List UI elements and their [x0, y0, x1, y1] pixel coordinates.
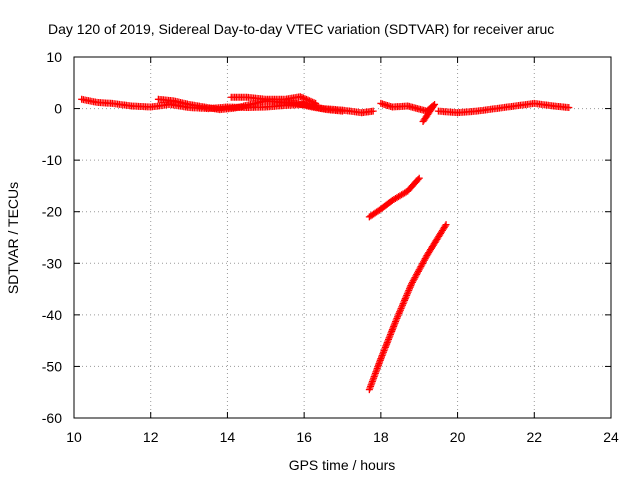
data-point	[369, 107, 377, 115]
x-tick-label: 10	[66, 429, 82, 445]
data-point	[301, 95, 309, 103]
data-point	[395, 309, 403, 317]
data-point	[396, 306, 404, 314]
data-points	[78, 93, 573, 394]
data-point	[441, 222, 449, 230]
ticks: 10 12 14 16 18 20 22 24 -60 -50 -40 -30 -20 -10 0 10	[42, 49, 619, 445]
series-late-band	[434, 99, 573, 117]
y-axis-title: SDTVAR / TECUs	[5, 182, 21, 294]
series-diagonal-long	[365, 221, 450, 394]
data-point	[397, 305, 405, 313]
y-tick-label: -20	[42, 204, 62, 220]
series-diagonal-short	[365, 174, 423, 221]
data-point	[420, 116, 428, 124]
x-tick-label: 20	[450, 429, 466, 445]
x-tick-label: 12	[143, 429, 159, 445]
data-point	[415, 174, 423, 182]
y-tick-label: -60	[42, 410, 62, 426]
data-point	[393, 314, 401, 322]
data-point	[396, 308, 404, 316]
data-point	[405, 286, 413, 294]
data-point	[442, 221, 450, 229]
x-tick-label: 24	[603, 429, 619, 445]
x-tick-label: 14	[220, 429, 236, 445]
data-point	[400, 298, 408, 306]
data-point	[403, 291, 411, 299]
data-point	[312, 99, 320, 107]
x-axis-title: GPS time / hours	[289, 457, 396, 473]
data-point	[398, 303, 406, 311]
data-point	[398, 301, 406, 309]
data-point	[394, 313, 402, 321]
data-point	[401, 295, 409, 303]
data-point	[306, 97, 314, 105]
y-tick-label: -10	[42, 152, 62, 168]
data-point	[407, 282, 415, 290]
data-point	[399, 300, 407, 308]
data-point	[414, 175, 422, 183]
data-point	[402, 293, 410, 301]
data-point	[299, 94, 307, 102]
y-tick-label: 10	[46, 49, 62, 65]
y-tick-label: 0	[54, 101, 62, 117]
data-point	[298, 93, 306, 101]
data-point	[296, 93, 304, 101]
plot-frame	[73, 56, 612, 419]
data-point	[403, 290, 411, 298]
data-point	[339, 107, 346, 115]
data-point	[392, 316, 400, 324]
data-point	[309, 98, 317, 106]
data-point	[405, 285, 413, 293]
x-tick-label: 18	[373, 429, 389, 445]
y-tick-label: -30	[42, 255, 62, 271]
y-tick-label: -40	[42, 307, 62, 323]
data-point	[304, 96, 312, 104]
y-tick-label: -50	[42, 358, 62, 374]
x-tick-label: 16	[296, 429, 312, 445]
series-sparse-points	[377, 99, 439, 125]
series-upper-arc	[227, 93, 320, 107]
data-point	[419, 117, 427, 125]
data-point	[565, 104, 573, 112]
data-point	[302, 95, 310, 103]
data-point	[307, 97, 315, 105]
chart-title: Day 120 of 2019, Sidereal Day-to-day VTE…	[48, 21, 554, 37]
data-point	[394, 311, 402, 319]
data-point	[401, 296, 409, 304]
data-point	[404, 288, 412, 296]
x-tick-label: 22	[526, 429, 542, 445]
data-point	[310, 99, 318, 107]
data-point	[406, 283, 414, 291]
